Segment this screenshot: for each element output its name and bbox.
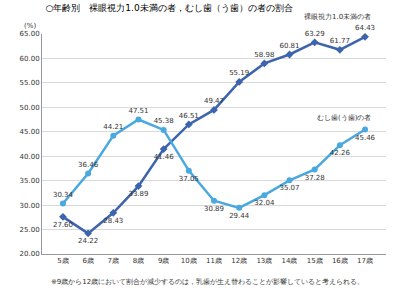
svg-text:49.47: 49.47 (204, 97, 224, 105)
svg-text:35.00: 35.00 (20, 177, 40, 185)
svg-text:40.00: 40.00 (20, 153, 40, 161)
svg-text:28.43: 28.43 (103, 217, 123, 225)
svg-text:33.89: 33.89 (128, 190, 148, 198)
svg-text:30.89: 30.89 (204, 205, 224, 213)
svg-text:50.00: 50.00 (20, 104, 40, 112)
svg-text:13歳: 13歳 (256, 257, 272, 265)
svg-text:64.43: 64.43 (355, 24, 375, 32)
svg-text:29.44: 29.44 (229, 212, 250, 220)
svg-text:20.00: 20.00 (20, 250, 40, 258)
svg-text:裸眼視力1.0未満の者: 裸眼視力1.0未満の者 (304, 13, 371, 21)
svg-text:9歳: 9歳 (158, 257, 169, 265)
svg-text:8歳: 8歳 (133, 257, 144, 265)
svg-text:42.26: 42.26 (330, 149, 351, 157)
svg-text:55.00: 55.00 (20, 79, 40, 87)
svg-text:14歳: 14歳 (282, 257, 298, 265)
svg-text:12歳: 12歳 (231, 257, 247, 265)
svg-text:45.46: 45.46 (355, 134, 376, 142)
svg-text:25.00: 25.00 (20, 226, 40, 234)
svg-text:10歳: 10歳 (181, 257, 197, 265)
svg-text:11歳: 11歳 (206, 257, 222, 265)
svg-text:55.19: 55.19 (229, 69, 249, 77)
svg-text:24.22: 24.22 (78, 237, 98, 245)
svg-text:30.00: 30.00 (20, 202, 40, 210)
svg-text:45.38: 45.38 (154, 117, 174, 125)
svg-text:36.46: 36.46 (78, 161, 99, 169)
svg-text:61.77: 61.77 (330, 37, 350, 45)
svg-text:5歳: 5歳 (57, 257, 68, 265)
svg-text:6歳: 6歳 (82, 257, 93, 265)
svg-text:37.05: 37.05 (179, 175, 199, 183)
svg-text:32.04: 32.04 (254, 199, 275, 207)
svg-text:35.07: 35.07 (279, 184, 299, 192)
svg-text:41.46: 41.46 (154, 153, 175, 161)
svg-text:65.00: 65.00 (20, 30, 40, 38)
svg-text:44.21: 44.21 (103, 123, 123, 131)
svg-text:60.81: 60.81 (279, 42, 299, 50)
svg-text:63.29: 63.29 (305, 30, 325, 38)
svg-text:15歳: 15歳 (307, 257, 323, 265)
svg-text:27.60: 27.60 (53, 221, 73, 229)
svg-text:7歳: 7歳 (108, 257, 119, 265)
svg-text:※9歳から12歳において割合が減少するのは，乳歯が生え替わる: ※9歳から12歳において割合が減少するのは，乳歯が生え替わることが影響していると… (51, 278, 364, 286)
svg-text:60.00: 60.00 (20, 55, 40, 63)
svg-text:(%): (%) (24, 22, 36, 30)
svg-text:16歳: 16歳 (332, 257, 348, 265)
svg-text:○年齢別 裸眼視力1.0未満の者，むし歯（う歯）の者の割合: ○年齢別 裸眼視力1.0未満の者，むし歯（う歯）の者の割合 (45, 3, 292, 13)
svg-text:47.51: 47.51 (128, 107, 148, 115)
svg-text:46.51: 46.51 (179, 112, 199, 120)
svg-text:30.34: 30.34 (53, 191, 74, 199)
svg-text:37.28: 37.28 (305, 174, 325, 182)
svg-text:45.00: 45.00 (20, 128, 40, 136)
svg-text:17歳: 17歳 (357, 257, 373, 265)
svg-text:58.98: 58.98 (254, 51, 274, 59)
svg-text:むし歯(う歯)の者: むし歯(う歯)の者 (317, 114, 371, 122)
